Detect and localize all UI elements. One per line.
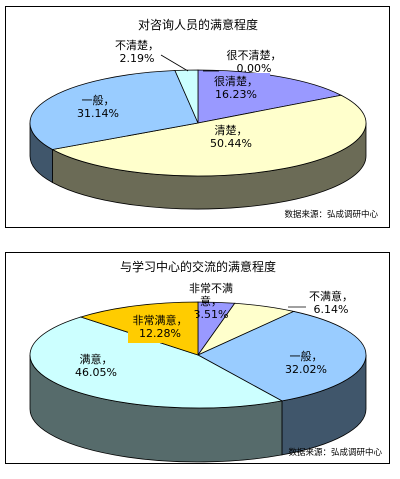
slice-label-非常满意: 非常满意，12.28% [128,313,196,343]
slice-value-label: 16.23% [215,88,257,101]
chart-title: 对咨询人员的满意程度 [138,17,258,32]
slice-name-label: 一般， [290,350,323,363]
slice-label-不清楚: 不清楚，2.19% [115,38,189,72]
slice-label-不满意: 不满意，6.14% [288,289,353,316]
pie-slice-一般 [29,70,199,150]
slice-value-label: 32.02% [285,363,327,376]
chart-title: 与学习中心的交流的满意程度 [120,259,276,274]
slice-label-很不清楚: 很不清楚，0.00% [203,48,282,75]
slice-label-一般: 一般，31.14% [77,94,119,120]
slice-name-label: 不清楚， [115,38,159,52]
chart-panel-consultant-satisfaction: 对咨询人员的满意程度很不清楚， 0.00% 很清楚， 16.23% 清楚， 50.44% 一… [5,6,390,228]
slice-name-label: 非常不满 [189,282,233,295]
data-source-note: 数据来源：弘成调研中心 [288,447,382,458]
slice-name-label: 一般， [82,94,115,107]
slice-value-label: 46.05% [75,366,117,379]
chart-panel-center-communication: 与学习中心的交流的满意程度非常不满 意， 3.51% 不满意， 6.14% 一般， 32.0… [5,252,390,464]
slice-value-label: 6.14% [314,303,349,316]
slice-label-background [128,313,196,343]
slice-label-background [204,73,270,103]
slice-name-label: 意， [200,294,222,308]
slice-value-label: 0.00% [237,62,272,75]
slice-value-label: 50.44% [210,137,252,150]
slice-name-label: 很清楚， [214,74,258,88]
slice-value-label: 12.28% [139,327,181,340]
slice-value-label: 31.14% [77,107,119,120]
slice-label-一般: 一般，32.02% [285,350,327,376]
slice-name-label: 不满意， [309,289,353,303]
slice-name-label: 清楚， [215,123,248,137]
pie-slice-一般 [197,311,367,402]
slice-name-label: 满意， [80,352,113,366]
slice-name-label: 很不清楚， [227,48,282,62]
slice-value-label: 2.19% [120,52,155,65]
slice-label-满意: 满意，46.05% [75,352,117,379]
slice-label-很清楚: 很清楚，16.23% [204,73,270,103]
slice-label-清楚: 清楚，50.44% [210,123,252,150]
slice-name-label: 非常满意， [133,313,188,327]
leader-line [160,54,189,72]
pie-slice-清楚 [51,94,367,177]
slice-value-label: 3.51% [194,308,229,321]
data-source-note: 数据来源：弘成调研中心 [284,209,378,220]
pie-slice-满意 [29,316,284,409]
